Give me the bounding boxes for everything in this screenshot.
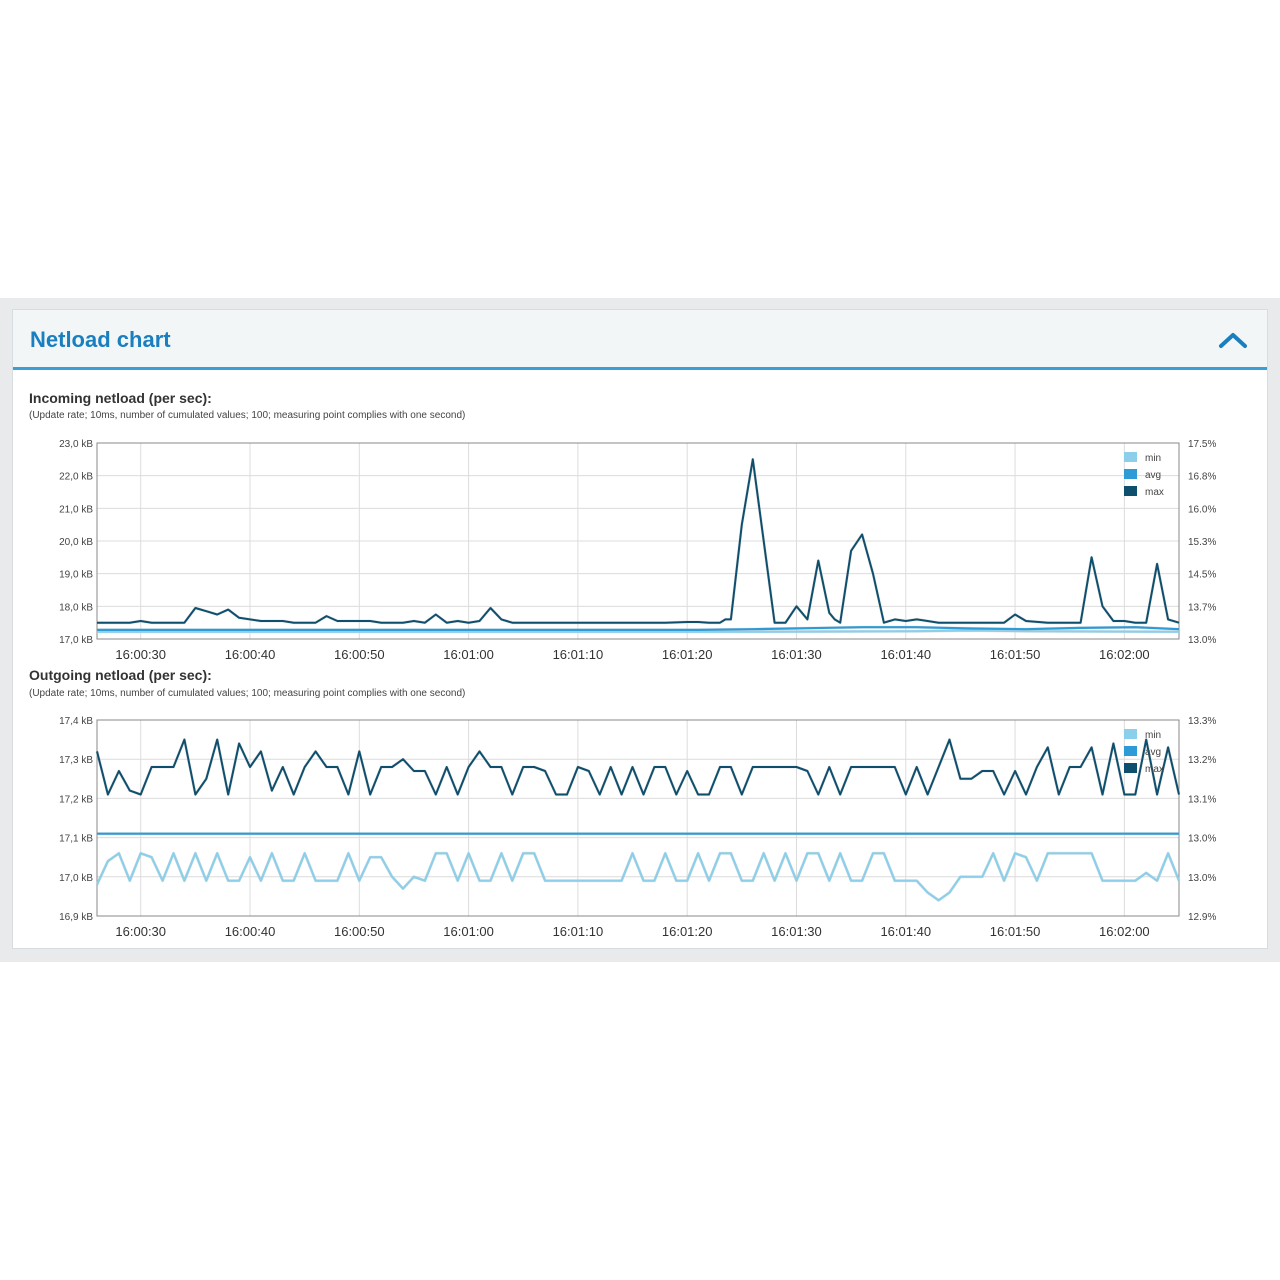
x-tick-label: 16:00:40 bbox=[225, 647, 276, 662]
legend-label-min: min bbox=[1145, 453, 1161, 464]
plot-border bbox=[96, 719, 1180, 917]
panel-title: Netload chart bbox=[30, 327, 171, 352]
x-tick-label: 16:00:50 bbox=[334, 647, 385, 662]
x-tick-label: 16:00:30 bbox=[115, 924, 166, 939]
y-tick-label-right: 16.0% bbox=[1188, 504, 1216, 515]
legend-swatch-avg bbox=[1124, 746, 1137, 756]
x-tick-label: 16:01:00 bbox=[443, 647, 494, 662]
collapse-button[interactable] bbox=[1217, 328, 1249, 354]
y-tick-label-right: 16.8% bbox=[1188, 472, 1216, 483]
x-tick-label: 16:01:20 bbox=[662, 647, 713, 662]
y-tick-label-right: 12.9% bbox=[1188, 912, 1216, 923]
x-tick-label: 16:01:40 bbox=[880, 647, 931, 662]
y-tick-label-right: 14.5% bbox=[1188, 570, 1216, 581]
x-tick-label: 16:01:20 bbox=[662, 924, 713, 939]
y-tick-label-right: 13.7% bbox=[1188, 602, 1216, 613]
y-tick-label-left: 17,4 kB bbox=[59, 716, 93, 727]
y-tick-label-right: 13.0% bbox=[1188, 873, 1216, 884]
y-tick-label-right: 13.1% bbox=[1188, 794, 1216, 805]
y-tick-label-left: 17,0 kB bbox=[59, 873, 93, 884]
series-line-min bbox=[97, 629, 1180, 633]
y-tick-label-left: 19,0 kB bbox=[59, 570, 93, 581]
y-tick-label-right: 15.3% bbox=[1188, 537, 1216, 548]
y-tick-label-left: 17,1 kB bbox=[59, 834, 93, 845]
outgoing-chart-subtitle: (Update rate; 10ms, number of cumulated … bbox=[29, 688, 466, 699]
x-tick-label: 16:02:00 bbox=[1099, 647, 1150, 662]
chart-1-group: 16,9 kB 12.9% 17,0 kB 13.0% 17,1 kB 13.0% 17,2… bbox=[59, 716, 1216, 939]
x-tick-label: 16:01:50 bbox=[990, 924, 1041, 939]
x-tick-label: 16:01:30 bbox=[771, 924, 822, 939]
series-line-max bbox=[96, 738, 1180, 796]
incoming-chart-title: Incoming netload (per sec): bbox=[29, 390, 212, 406]
legend-label-max: max bbox=[1145, 764, 1164, 775]
legend-swatch-min bbox=[1124, 729, 1137, 739]
legend-label-avg: avg bbox=[1145, 470, 1161, 481]
x-tick-label: 16:00:40 bbox=[225, 924, 276, 939]
plot-area bbox=[97, 720, 1179, 916]
chevron-up-icon bbox=[1219, 333, 1247, 348]
y-tick-label-left: 17,2 kB bbox=[59, 794, 93, 805]
legend-swatch-avg bbox=[1124, 469, 1137, 479]
y-tick-label-right: 13.2% bbox=[1188, 755, 1216, 766]
series-line-avg bbox=[97, 626, 1180, 632]
x-tick-label: 16:01:40 bbox=[880, 924, 931, 939]
y-tick-label-right: 17.5% bbox=[1188, 439, 1216, 450]
outgoing-chart-title: Outgoing netload (per sec): bbox=[29, 667, 212, 683]
legend-label-min: min bbox=[1145, 730, 1161, 741]
series-line-max bbox=[97, 458, 1180, 624]
y-tick-label-left: 17,0 kB bbox=[59, 635, 93, 646]
y-tick-label-left: 22,0 kB bbox=[59, 472, 93, 483]
y-tick-label-left: 20,0 kB bbox=[59, 537, 93, 548]
y-tick-label-right: 13.0% bbox=[1188, 834, 1216, 845]
chart-0-group: 17,0 kB 13.0% 18,0 kB 13.7% 19,0 kB 14.5% 20,0… bbox=[59, 439, 1216, 662]
x-tick-label: 16:01:10 bbox=[553, 647, 604, 662]
legend-swatch-max bbox=[1124, 763, 1137, 773]
y-tick-label-left: 23,0 kB bbox=[59, 439, 93, 450]
y-tick-label-left: 18,0 kB bbox=[59, 602, 93, 613]
series-line-min bbox=[96, 852, 1181, 902]
x-tick-label: 16:00:30 bbox=[115, 647, 166, 662]
x-tick-label: 16:01:00 bbox=[443, 924, 494, 939]
x-tick-label: 16:01:10 bbox=[553, 924, 604, 939]
x-tick-label: 16:01:50 bbox=[990, 647, 1041, 662]
y-tick-label-left: 21,0 kB bbox=[59, 504, 93, 515]
panel-header[interactable]: Netload chart bbox=[13, 310, 1267, 370]
y-tick-label-left: 17,3 kB bbox=[59, 755, 93, 766]
y-tick-label-left: 16,9 kB bbox=[59, 912, 93, 923]
plot-border bbox=[96, 442, 1180, 640]
legend-swatch-max bbox=[1124, 486, 1137, 496]
legend-label-avg: avg bbox=[1145, 747, 1161, 758]
y-tick-label-right: 13.3% bbox=[1188, 716, 1216, 727]
legend-label-max: max bbox=[1145, 487, 1164, 498]
x-tick-label: 16:02:00 bbox=[1099, 924, 1150, 939]
x-tick-label: 16:00:50 bbox=[334, 924, 385, 939]
y-tick-label-right: 13.0% bbox=[1188, 635, 1216, 646]
incoming-chart-subtitle: (Update rate; 10ms, number of cumulated … bbox=[29, 410, 466, 421]
legend-swatch-min bbox=[1124, 452, 1137, 462]
x-tick-label: 16:01:30 bbox=[771, 647, 822, 662]
